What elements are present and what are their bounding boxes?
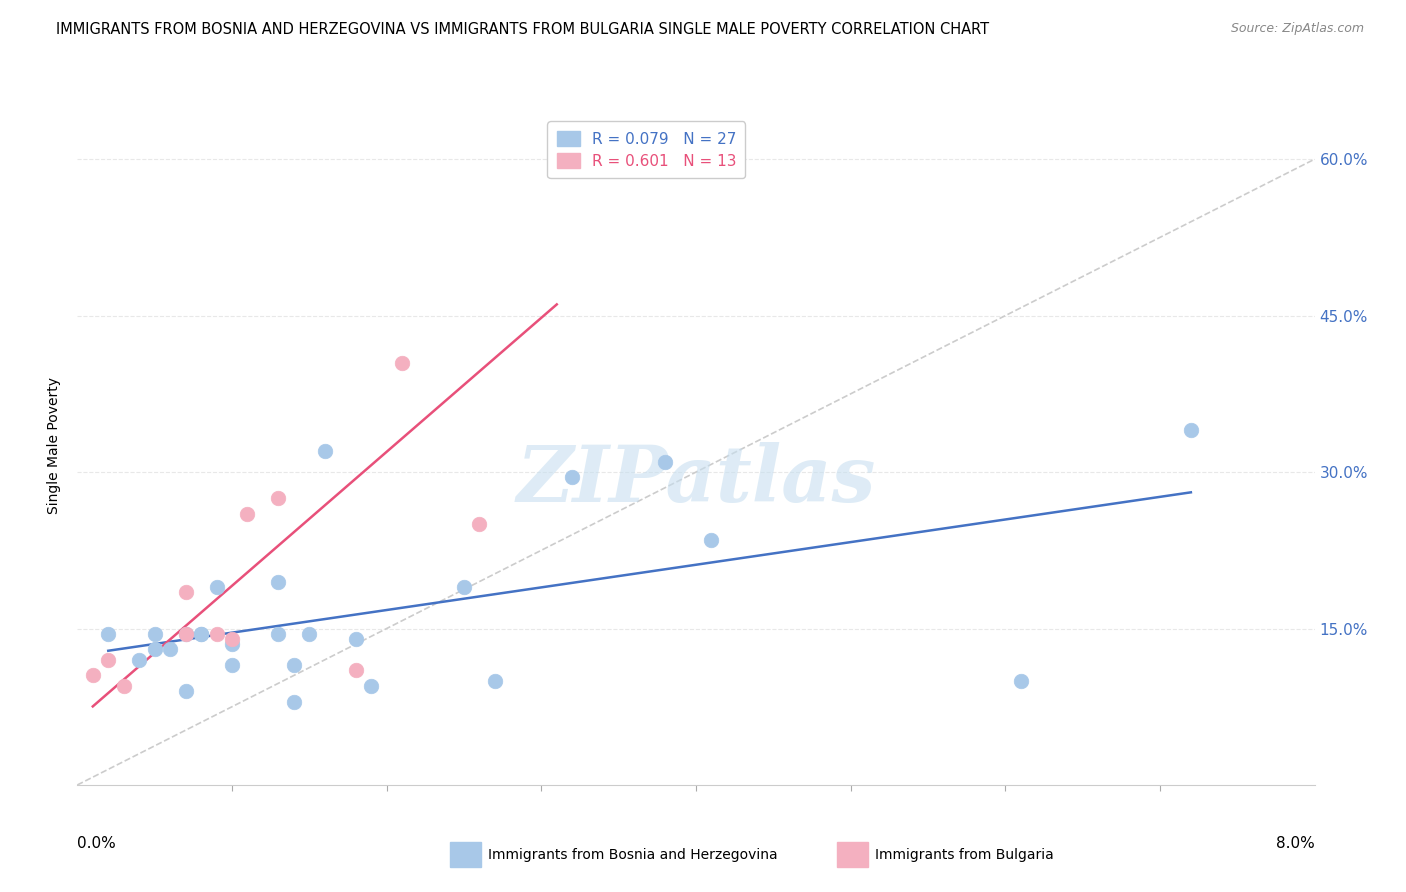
- Point: [391, 355, 413, 369]
- Text: Immigrants from Bulgaria: Immigrants from Bulgaria: [875, 847, 1053, 862]
- Point: [159, 642, 181, 657]
- Point: [283, 658, 305, 673]
- Point: [546, 131, 568, 145]
- Point: [298, 626, 321, 640]
- Point: [468, 517, 491, 532]
- Point: [267, 574, 290, 589]
- Point: [236, 507, 259, 521]
- Point: [205, 626, 228, 640]
- Point: [484, 673, 506, 688]
- Point: [143, 626, 166, 640]
- Point: [1010, 673, 1032, 688]
- Point: [82, 668, 104, 682]
- Y-axis label: Single Male Poverty: Single Male Poverty: [48, 377, 62, 515]
- Point: [190, 626, 212, 640]
- Point: [174, 684, 197, 698]
- Point: [1180, 423, 1202, 437]
- Point: [360, 679, 382, 693]
- Point: [97, 653, 120, 667]
- Point: [344, 663, 367, 677]
- Point: [283, 694, 305, 708]
- Point: [221, 637, 243, 651]
- Point: [97, 626, 120, 640]
- Point: [314, 444, 336, 458]
- Point: [561, 470, 583, 484]
- Legend: R = 0.079   N = 27, R = 0.601   N = 13: R = 0.079 N = 27, R = 0.601 N = 13: [547, 121, 745, 178]
- Text: Immigrants from Bosnia and Herzegovina: Immigrants from Bosnia and Herzegovina: [488, 847, 778, 862]
- Point: [174, 626, 197, 640]
- Point: [221, 658, 243, 673]
- Point: [112, 679, 135, 693]
- Point: [221, 632, 243, 646]
- Point: [143, 642, 166, 657]
- Text: Source: ZipAtlas.com: Source: ZipAtlas.com: [1230, 22, 1364, 36]
- Point: [453, 580, 475, 594]
- Text: 0.0%: 0.0%: [77, 836, 117, 851]
- Point: [344, 632, 367, 646]
- Point: [267, 491, 290, 505]
- Point: [267, 626, 290, 640]
- Text: 8.0%: 8.0%: [1275, 836, 1315, 851]
- Point: [174, 585, 197, 599]
- Point: [190, 626, 212, 640]
- Point: [205, 580, 228, 594]
- Point: [700, 533, 723, 547]
- Point: [128, 653, 150, 667]
- Text: IMMIGRANTS FROM BOSNIA AND HERZEGOVINA VS IMMIGRANTS FROM BULGARIA SINGLE MALE P: IMMIGRANTS FROM BOSNIA AND HERZEGOVINA V…: [56, 22, 990, 37]
- Text: ZIPatlas: ZIPatlas: [516, 442, 876, 518]
- Point: [174, 626, 197, 640]
- Point: [654, 455, 676, 469]
